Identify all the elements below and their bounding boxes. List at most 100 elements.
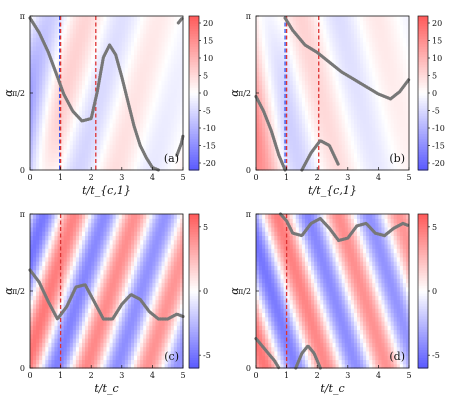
heatmap-cell: [167, 33, 172, 38]
heatmap-cell: [372, 75, 376, 81]
heatmap-cell: [320, 148, 324, 154]
heatmap-cell: [88, 24, 92, 30]
heatmap-cell: [396, 114, 401, 120]
heatmap-cell: [30, 308, 34, 313]
heatmap-cell: [378, 50, 383, 56]
heatmap-cell: [304, 54, 309, 60]
heatmap-cell: [372, 20, 376, 26]
heatmap-cell: [176, 45, 181, 51]
heatmap-cell: [57, 110, 62, 115]
heatmap-cell: [375, 97, 379, 103]
heatmap-cell: [295, 16, 300, 21]
heatmap-cell: [286, 122, 291, 128]
colorbar-segment: [189, 152, 199, 156]
heatmap-cell: [384, 71, 389, 77]
heatmap-cell: [36, 144, 40, 150]
heatmap-cell: [66, 110, 71, 115]
heatmap-cell: [158, 165, 163, 171]
heatmap-cell: [274, 131, 279, 137]
heatmap-cell: [33, 338, 37, 343]
heatmap-cell: [295, 148, 300, 154]
heatmap-cell: [387, 41, 392, 47]
heatmap-cell: [402, 71, 407, 77]
heatmap-cell: [33, 20, 37, 26]
heatmap-cell: [42, 28, 46, 34]
heatmap-cell: [167, 140, 172, 145]
heatmap-cell: [314, 16, 318, 21]
heatmap-cell: [69, 140, 74, 145]
heatmap-cell: [60, 110, 65, 115]
heatmap-cell: [304, 37, 309, 43]
heatmap-cell: [378, 28, 383, 34]
heatmap-cell: [353, 122, 358, 128]
heatmap-cell: [311, 152, 315, 158]
heatmap-cell: [124, 45, 129, 51]
heatmap-cell: [338, 80, 343, 86]
heatmap-cell: [335, 58, 340, 64]
heatmap-cell: [259, 152, 263, 158]
heatmap-cell: [155, 41, 160, 47]
heatmap-cell: [277, 33, 282, 38]
heatmap-cell: [292, 122, 297, 128]
heatmap-cell: [51, 140, 56, 145]
heatmap-cell: [75, 50, 80, 56]
heatmap-cell: [48, 67, 53, 73]
heatmap-cell: [320, 101, 324, 107]
heatmap-cell: [332, 28, 337, 34]
heatmap-cell: [100, 93, 105, 98]
heatmap-cell: [143, 58, 147, 64]
heatmap-cell: [63, 118, 68, 124]
heatmap-cell: [97, 93, 101, 98]
heatmap-cell: [262, 157, 266, 163]
x-tick-label: 5: [180, 173, 185, 182]
heatmap-cell: [344, 110, 349, 115]
heatmap-cell: [106, 88, 111, 94]
heatmap-cell: [323, 110, 327, 115]
heatmap-cell: [42, 248, 46, 254]
heatmap-cell: [323, 63, 327, 68]
heatmap-cell: [295, 165, 300, 171]
heatmap-cell: [369, 122, 373, 128]
heatmap-cell: [338, 127, 343, 133]
heatmap-cell: [173, 144, 178, 150]
heatmap-cell: [45, 37, 49, 43]
heatmap-cell: [103, 140, 108, 145]
heatmap-cell: [344, 140, 349, 145]
heatmap-cell: [124, 114, 129, 120]
heatmap-cell: [60, 80, 65, 86]
heatmap-cell: [36, 252, 40, 258]
heatmap-cell: [33, 152, 37, 158]
heatmap-cell: [387, 114, 392, 120]
heatmap-cell: [360, 144, 364, 150]
heatmap-cell: [170, 140, 175, 145]
heatmap-cell: [268, 157, 272, 163]
heatmap-cell: [137, 84, 141, 90]
heatmap-cell: [30, 239, 34, 245]
heatmap-cell: [146, 37, 150, 43]
heatmap-cell: [332, 161, 337, 167]
heatmap-cell: [39, 333, 43, 339]
heatmap-cell: [350, 122, 355, 128]
heatmap-cell: [134, 16, 138, 21]
heatmap-cell: [36, 338, 40, 343]
heatmap-cell: [329, 80, 334, 86]
heatmap-cell: [63, 80, 68, 86]
heatmap-cell: [350, 135, 355, 141]
heatmap-cell: [396, 127, 401, 133]
heatmap-cell: [137, 105, 141, 111]
heatmap-cell: [164, 80, 169, 86]
heatmap-cell: [369, 16, 373, 21]
colorbar-segment: [418, 146, 428, 151]
heatmap-cell: [63, 122, 68, 128]
heatmap-cell: [341, 84, 346, 90]
heatmap-cell: [265, 144, 269, 150]
heatmap-cell: [271, 148, 275, 154]
heatmap-cell: [323, 114, 327, 120]
heatmap-cell: [286, 140, 291, 145]
heatmap-cell: [66, 144, 71, 150]
heatmap-cell: [134, 97, 138, 103]
heatmap-cell: [301, 144, 306, 150]
heatmap-cell: [130, 80, 135, 86]
heatmap-cell: [277, 58, 282, 64]
heatmap-cell: [155, 20, 160, 26]
